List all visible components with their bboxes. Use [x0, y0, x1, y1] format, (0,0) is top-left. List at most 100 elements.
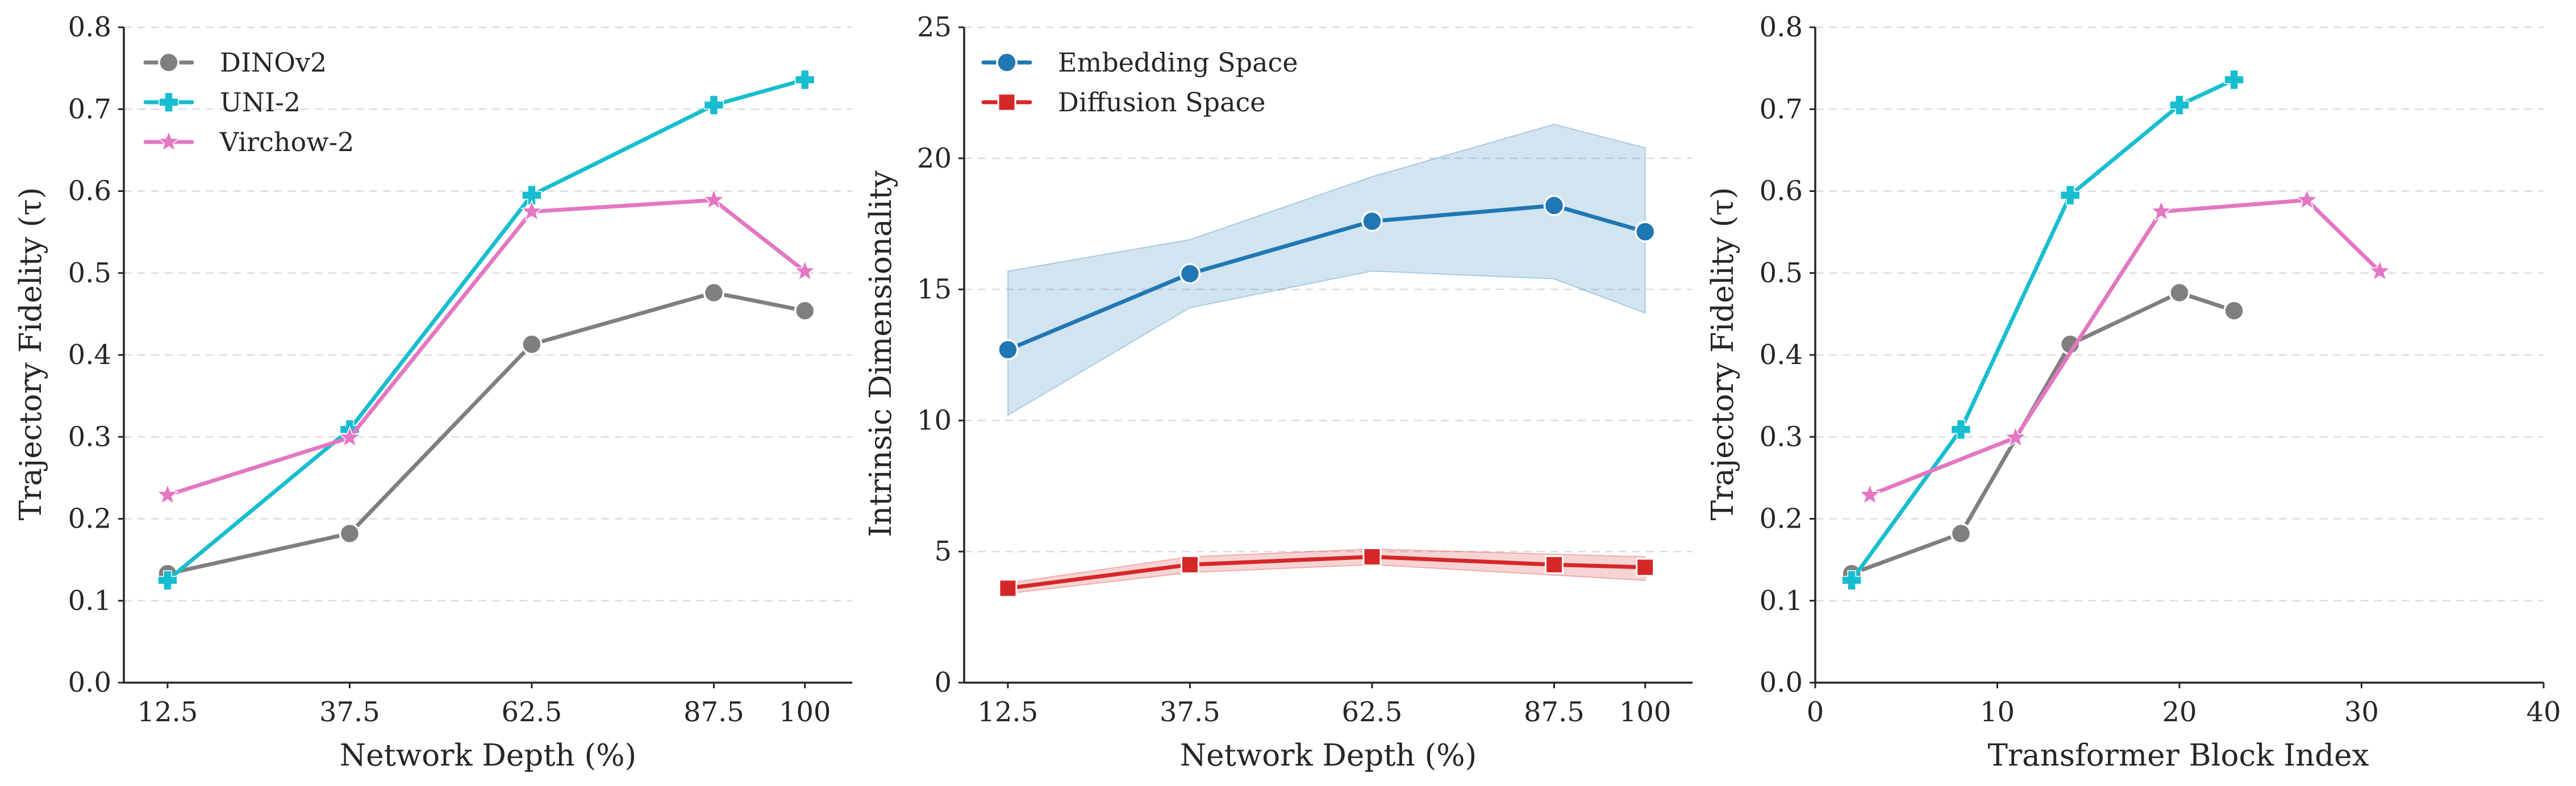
y-tick-label: 0.3: [68, 421, 111, 453]
data-point: [2060, 185, 2081, 206]
y-tick-label: 0.2: [1760, 503, 1803, 535]
data-point: [2223, 300, 2245, 321]
data-point: [338, 425, 361, 448]
data-point: [522, 185, 542, 206]
x-tick-label: 100: [1619, 696, 1672, 728]
y-tick-label: 0.6: [68, 175, 111, 207]
legend-label: DINOv2: [220, 47, 327, 78]
series-diffusion-space: [998, 547, 1655, 598]
x-tick-label: 37.5: [1160, 696, 1220, 728]
series-uni-2: [157, 69, 815, 591]
x-tick-label: 87.5: [1524, 696, 1585, 728]
gridlines: [964, 26, 1693, 553]
data-point: [1543, 195, 1565, 216]
legend: DINOv2 UNI-2 Virchow-2: [143, 47, 354, 157]
x-tick-label: 100: [779, 696, 831, 728]
panel-trajectory-fidelity-vs-depth: Network Depth (%) Trajectory Fidelity (τ…: [14, 11, 852, 773]
series-line: [1849, 77, 2236, 583]
x-tick-label: 20: [2162, 696, 2196, 728]
legend-item: UNI-2: [143, 87, 301, 118]
series-embedding-space: [997, 195, 1656, 361]
x-tick-label: 12.5: [137, 696, 198, 728]
y-tick-label: 0.5: [68, 257, 111, 289]
series-uni-2: [1841, 69, 2244, 591]
data-point: [339, 522, 361, 545]
y-tick-label: 0.1: [68, 585, 111, 617]
data-point: [2149, 199, 2173, 221]
confidence-band: [1007, 123, 1646, 416]
data-point: [793, 259, 816, 281]
legend-marker: [159, 92, 179, 112]
data-point: [1180, 555, 1199, 574]
data-point: [1841, 570, 1862, 591]
y-tick-label: 15: [917, 274, 952, 306]
legend-item: DINOv2: [143, 47, 327, 78]
y-tick-label: 0.7: [1760, 93, 1803, 125]
x-tick-label: 30: [2344, 696, 2379, 728]
series-line: [1849, 290, 2236, 576]
y-axis-label: Trajectory Fidelity (τ): [1706, 187, 1740, 521]
data-point: [1858, 483, 1882, 505]
y-tick-label: 0.6: [1760, 175, 1803, 207]
y-tick-label: 10: [917, 404, 952, 436]
data-point: [1634, 221, 1656, 243]
y-tick-label: 0.4: [68, 339, 111, 371]
panel-intrinsic-dimensionality: Network Depth (%) Intrinsic Dimensionali…: [864, 11, 1693, 773]
legend-item: Diffusion Space: [981, 87, 1266, 118]
data-point: [702, 188, 726, 210]
data-point: [794, 300, 816, 321]
y-axis-label: Intrinsic Dimensionality: [864, 170, 898, 537]
data-point: [1950, 522, 1972, 545]
panel-trajectory-fidelity-vs-block: Transformer Block Index Trajectory Fidel…: [1706, 11, 2561, 773]
legend-label: Virchow-2: [219, 127, 354, 157]
data-point: [1636, 558, 1655, 577]
y-tick-label: 0.1: [1760, 585, 1803, 617]
legend-marker: [158, 52, 180, 73]
gridlines: [124, 26, 852, 601]
y-tick-label: 0.4: [1760, 339, 1803, 371]
x-tick-label: 40: [2526, 696, 2561, 728]
x-tick-label: 62.5: [1341, 696, 1402, 728]
gridlines: [1815, 26, 2544, 601]
data-point: [520, 199, 544, 221]
x-tick-label: 12.5: [977, 696, 1038, 728]
y-tick-label: 0.0: [68, 667, 111, 699]
series-dinov2: [157, 282, 816, 584]
y-tick-label: 0.7: [68, 93, 111, 125]
legend-item: Virchow-2: [143, 127, 354, 157]
legend-label: Embedding Space: [1058, 47, 1298, 78]
x-tick-label: 37.5: [319, 696, 380, 728]
x-tick-label: 10: [1980, 696, 2015, 728]
data-point: [156, 483, 180, 505]
data-point: [998, 579, 1018, 598]
y-tick-label: 25: [917, 11, 952, 43]
y-tick-label: 0.8: [1760, 11, 1803, 43]
legend-marker: [996, 52, 1018, 73]
y-tick-label: 0: [934, 667, 952, 699]
data-point: [2169, 95, 2190, 115]
legend-marker: [157, 129, 181, 152]
data-point: [703, 282, 725, 304]
data-point: [2224, 69, 2244, 90]
data-point: [521, 333, 543, 355]
data-point: [2169, 282, 2190, 304]
data-point: [997, 339, 1019, 361]
data-point: [1179, 263, 1201, 285]
data-point: [2004, 425, 2027, 448]
x-tick-label: 62.5: [501, 696, 562, 728]
data-point: [1950, 419, 1971, 440]
data-point: [1361, 210, 1383, 232]
y-axis-label: Trajectory Fidelity (τ): [14, 187, 48, 521]
data-point: [794, 69, 815, 90]
series-line: [165, 198, 807, 497]
y-tick-label: 0.5: [1760, 257, 1803, 289]
data-point: [1362, 547, 1382, 566]
x-tick-label: 87.5: [683, 696, 744, 728]
y-tick-label: 0.8: [68, 11, 111, 43]
series-line: [165, 290, 807, 576]
data-point: [1544, 555, 1564, 574]
data-point: [703, 95, 724, 115]
data-point: [2295, 188, 2319, 210]
series-dinov2: [1841, 282, 2245, 584]
